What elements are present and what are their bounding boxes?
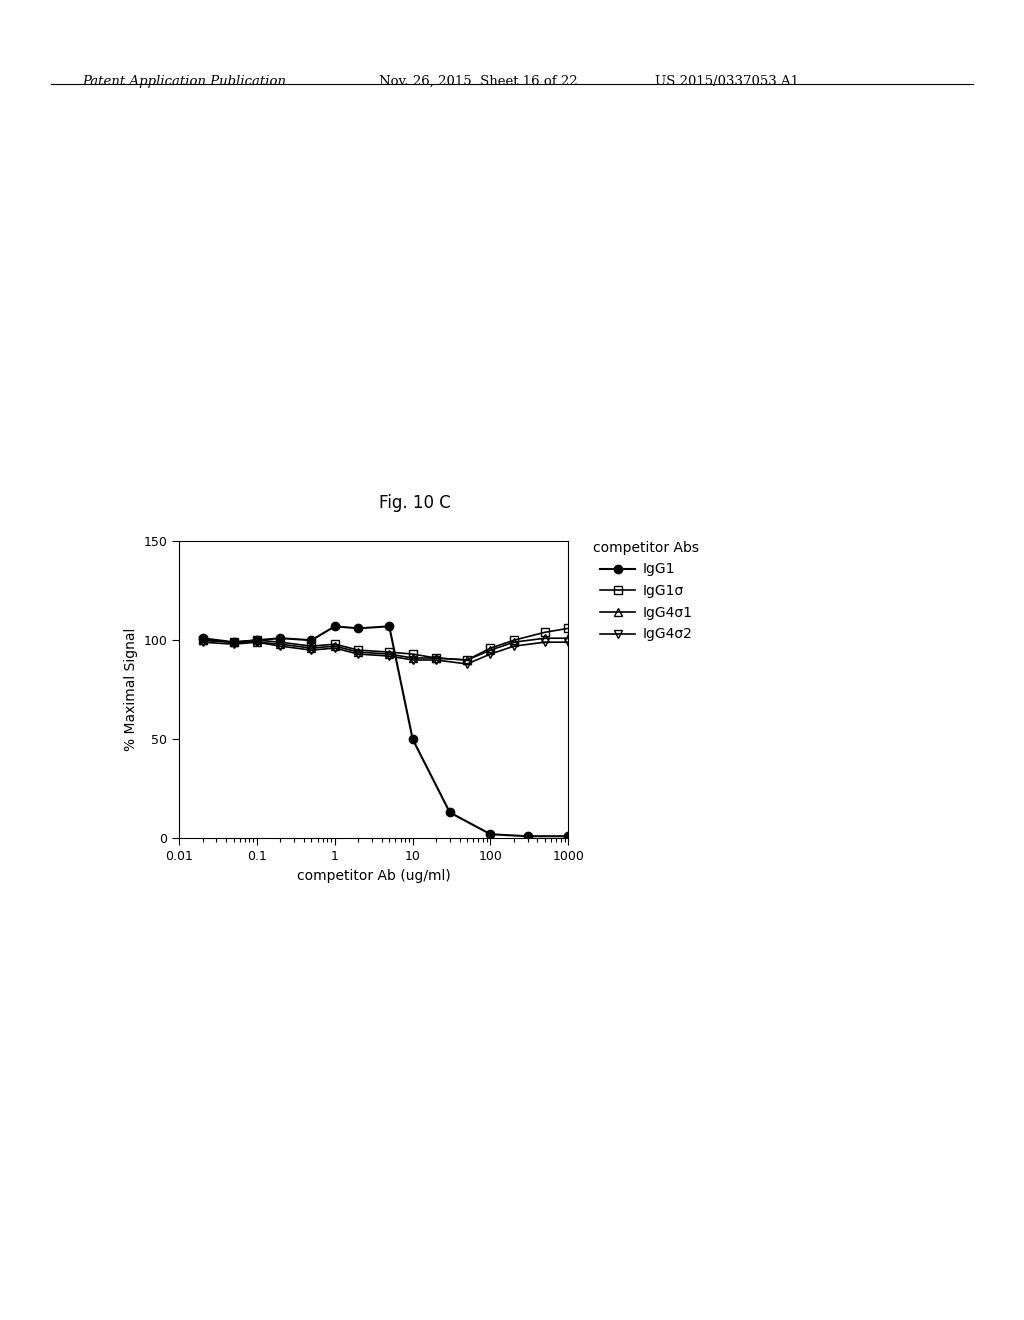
IgG4σ2 — [430, 652, 442, 668]
IgG1σ — [227, 635, 240, 651]
IgG1σ — [461, 652, 473, 668]
IgG4σ2 — [197, 635, 209, 651]
Line: IgG1σ: IgG1σ — [199, 624, 572, 664]
Legend: IgG1, IgG1σ, IgG4σ1, IgG4σ2: IgG1, IgG1σ, IgG4σ1, IgG4σ2 — [588, 536, 705, 647]
IgG1σ — [430, 649, 442, 665]
Text: Nov. 26, 2015  Sheet 16 of 22: Nov. 26, 2015 Sheet 16 of 22 — [379, 75, 578, 88]
IgG4σ1 — [352, 644, 365, 660]
IgG4σ1 — [430, 649, 442, 665]
IgG1σ — [352, 643, 365, 659]
IgG1σ — [329, 636, 341, 652]
IgG1σ — [539, 624, 551, 640]
IgG4σ1 — [305, 640, 317, 656]
IgG4σ1 — [383, 645, 395, 661]
IgG4σ1 — [539, 631, 551, 647]
IgG4σ2 — [383, 648, 395, 664]
IgG4σ2 — [227, 636, 240, 652]
IgG4σ2 — [352, 645, 365, 661]
IgG4σ1 — [484, 643, 497, 659]
IgG1σ — [251, 632, 263, 648]
IgG1σ — [562, 620, 574, 636]
IgG1 — [352, 620, 365, 636]
IgG1 — [562, 829, 574, 845]
IgG1 — [251, 632, 263, 648]
Text: Fig. 10 C: Fig. 10 C — [379, 494, 451, 512]
IgG1 — [484, 826, 497, 842]
IgG1σ — [484, 640, 497, 656]
IgG4σ1 — [329, 638, 341, 653]
Line: IgG1: IgG1 — [199, 622, 572, 841]
IgG1 — [521, 829, 534, 845]
IgG4σ2 — [407, 652, 419, 668]
IgG4σ1 — [227, 635, 240, 651]
IgG4σ2 — [274, 638, 287, 653]
IgG1 — [197, 631, 209, 647]
IgG4σ2 — [251, 635, 263, 651]
IgG4σ1 — [562, 631, 574, 647]
IgG4σ1 — [508, 635, 520, 651]
IgG1σ — [508, 632, 520, 648]
Text: Patent Application Publication: Patent Application Publication — [82, 75, 286, 88]
IgG1 — [407, 731, 419, 747]
IgG4σ2 — [329, 640, 341, 656]
IgG1σ — [407, 645, 419, 661]
IgG1σ — [383, 644, 395, 660]
IgG4σ2 — [484, 645, 497, 661]
IgG4σ1 — [274, 636, 287, 652]
IgG1 — [443, 804, 456, 820]
IgG1 — [329, 618, 341, 635]
Text: US 2015/0337053 A1: US 2015/0337053 A1 — [655, 75, 800, 88]
X-axis label: competitor Ab (ug/ml): competitor Ab (ug/ml) — [297, 869, 451, 883]
Line: IgG4σ1: IgG4σ1 — [199, 634, 572, 664]
IgG1σ — [197, 632, 209, 648]
Line: IgG4σ2: IgG4σ2 — [199, 638, 572, 668]
IgG1 — [305, 632, 317, 648]
IgG4σ1 — [407, 649, 419, 665]
IgG4σ1 — [197, 632, 209, 648]
IgG4σ2 — [508, 638, 520, 653]
IgG1 — [274, 631, 287, 647]
IgG4σ1 — [251, 635, 263, 651]
IgG4σ1 — [461, 652, 473, 668]
IgG1 — [227, 635, 240, 651]
IgG1σ — [274, 635, 287, 651]
Y-axis label: % Maximal Signal: % Maximal Signal — [124, 628, 138, 751]
IgG4σ2 — [562, 635, 574, 651]
IgG1σ — [305, 638, 317, 653]
IgG1 — [383, 618, 395, 635]
IgG4σ2 — [539, 635, 551, 651]
IgG4σ2 — [305, 643, 317, 659]
IgG4σ2 — [461, 656, 473, 672]
